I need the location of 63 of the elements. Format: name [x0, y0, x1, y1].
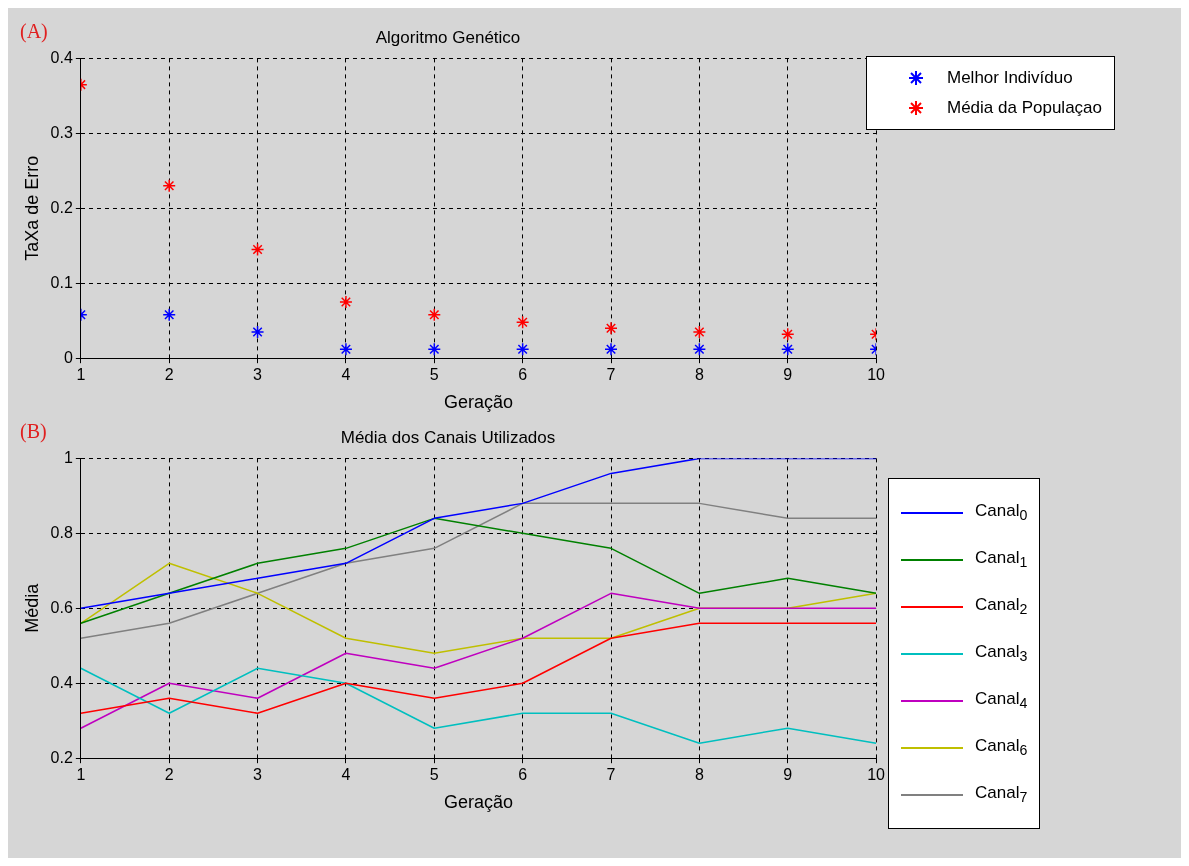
x-tick-label: 6 [518, 766, 528, 784]
y-tick-label: 0.1 [50, 273, 73, 291]
y-tick-label: 0 [63, 348, 73, 366]
point [604, 342, 618, 356]
legend-label: Melhor Indivíduo [947, 68, 1073, 88]
legend-label: Canal$_{0}$ [975, 501, 1028, 524]
x-tick-label: 5 [429, 366, 439, 384]
y-tick-label: 0.4 [50, 673, 73, 691]
x-tick-label: 3 [253, 766, 263, 784]
x-tick-label: 10 [867, 766, 886, 784]
x-tick-label: 4 [341, 366, 351, 384]
x-tick-label: 7 [606, 366, 616, 384]
x-tick-label: 5 [429, 766, 439, 784]
point [427, 342, 442, 356]
point [604, 321, 618, 335]
x-tick-label: 1 [76, 766, 86, 784]
x-tick-label: 1 [76, 366, 86, 384]
x-tick-label: 8 [694, 766, 704, 784]
x-axis-title: Geração [443, 792, 513, 813]
point [692, 342, 707, 356]
y-tick-label: 0.4 [50, 48, 73, 66]
point [339, 342, 353, 356]
chart-title: Algoritmo Genético [375, 27, 521, 47]
point [162, 307, 176, 322]
y-tick-label: 0.2 [50, 198, 73, 216]
text: (B) [20, 420, 47, 443]
legend-label: Canal$_{1}$ [975, 548, 1028, 571]
x-tick-label: 7 [606, 766, 616, 784]
y-axis-title: Média [21, 582, 42, 633]
x-tick-label: 8 [694, 366, 704, 384]
point [515, 315, 530, 329]
y-tick-label: 0.8 [50, 523, 73, 541]
legend-label: Média da Populaçao [947, 98, 1103, 118]
x-tick-label: 3 [253, 366, 263, 384]
y-tick-label: 1 [63, 448, 73, 466]
point [427, 307, 442, 322]
y-tick-label: 0.6 [50, 598, 73, 616]
x-tick-label: 9 [783, 366, 793, 384]
y-tick-label: 0.2 [50, 748, 73, 766]
x-tick-label: 10 [867, 366, 886, 384]
y-axis-title: TaXa de Erro [21, 155, 42, 261]
point [780, 327, 795, 341]
x-tick-label: 2 [164, 766, 174, 784]
legend-label: Canal$_{6}$ [975, 736, 1028, 759]
point [250, 325, 265, 339]
legend-label: Canal$_{2}$ [975, 595, 1028, 618]
point [339, 295, 353, 309]
point [780, 342, 795, 356]
legend-label: Canal$_{7}$ [975, 783, 1028, 806]
x-tick-label: 4 [341, 766, 351, 784]
legend-label: Canal$_{4}$ [975, 689, 1028, 712]
x-tick-label: 9 [783, 766, 793, 784]
point [162, 179, 176, 193]
x-axis-title: Geração [443, 392, 513, 413]
chart-title: Média dos Canais Utilizados [340, 427, 556, 447]
point [692, 325, 707, 339]
x-tick-label: 2 [164, 366, 174, 384]
point [515, 342, 530, 356]
x-tick-label: 6 [518, 366, 528, 384]
point [250, 242, 265, 257]
legend-label: Canal$_{3}$ [975, 642, 1028, 665]
text: (A) [20, 20, 48, 43]
y-tick-label: 0.3 [50, 123, 73, 141]
